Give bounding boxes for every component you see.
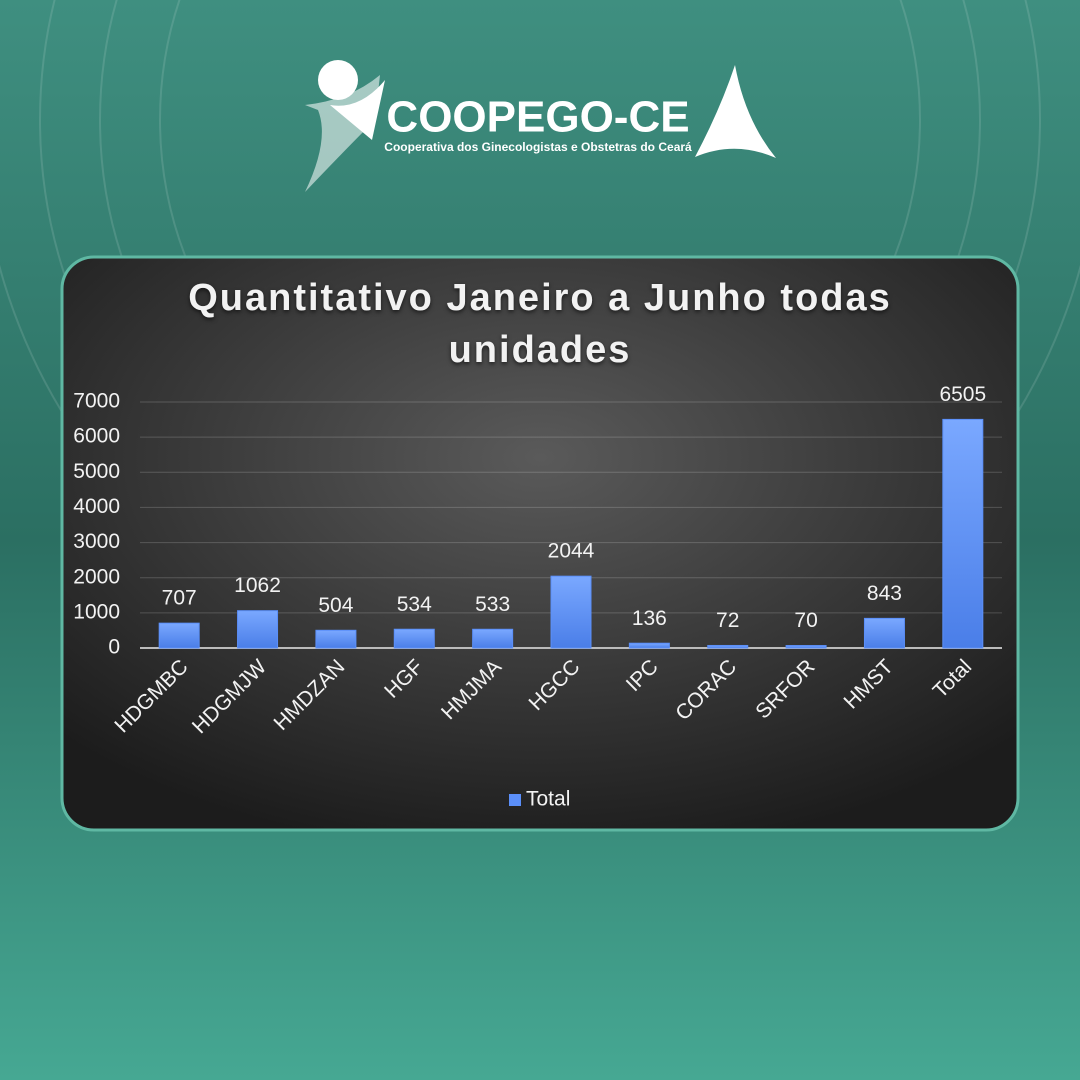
data-label: 1062 [234,574,281,597]
data-label: 72 [716,609,739,632]
bar [628,642,670,649]
y-tick-label: 7000 [73,390,120,413]
data-label: 2044 [548,540,595,563]
data-label: 533 [475,593,510,616]
data-label: 504 [318,594,353,617]
logo-head [318,60,358,100]
y-tick-label: 4000 [73,495,120,518]
logo-arm [330,80,385,140]
bar [550,575,592,649]
brand-tagline: Cooperativa dos Ginecologistas e Obstetr… [384,140,692,154]
bar [472,628,514,649]
logo-sail [695,65,776,158]
data-label: 707 [162,587,197,610]
bar [315,629,357,649]
legend-label: Total [526,788,570,811]
logo: COOPEGO-CE Cooperativa dos Ginecologista… [305,60,776,192]
y-tick-label: 1000 [73,600,120,623]
data-label: 534 [397,593,432,616]
data-label: 843 [867,582,902,605]
chart-title: Quantitativo Janeiro a Junho todas unida… [188,277,892,371]
y-tick-label: 5000 [73,460,120,483]
data-label: 6505 [939,383,986,406]
chart-panel [60,255,1020,832]
bar [785,645,827,649]
y-tick-label: 3000 [73,530,120,553]
bar [237,610,279,649]
bar [707,644,749,649]
data-label: 70 [794,609,817,632]
bar [393,628,435,649]
y-tick-label: 6000 [73,425,120,448]
bar [863,617,905,649]
bar [942,418,984,649]
y-tick-label: 2000 [73,565,120,588]
bar [158,622,200,649]
data-label: 136 [632,607,667,630]
legend-swatch [509,794,521,806]
brand-name: COOPEGO-CE [386,93,689,142]
y-tick-label: 0 [108,636,120,659]
